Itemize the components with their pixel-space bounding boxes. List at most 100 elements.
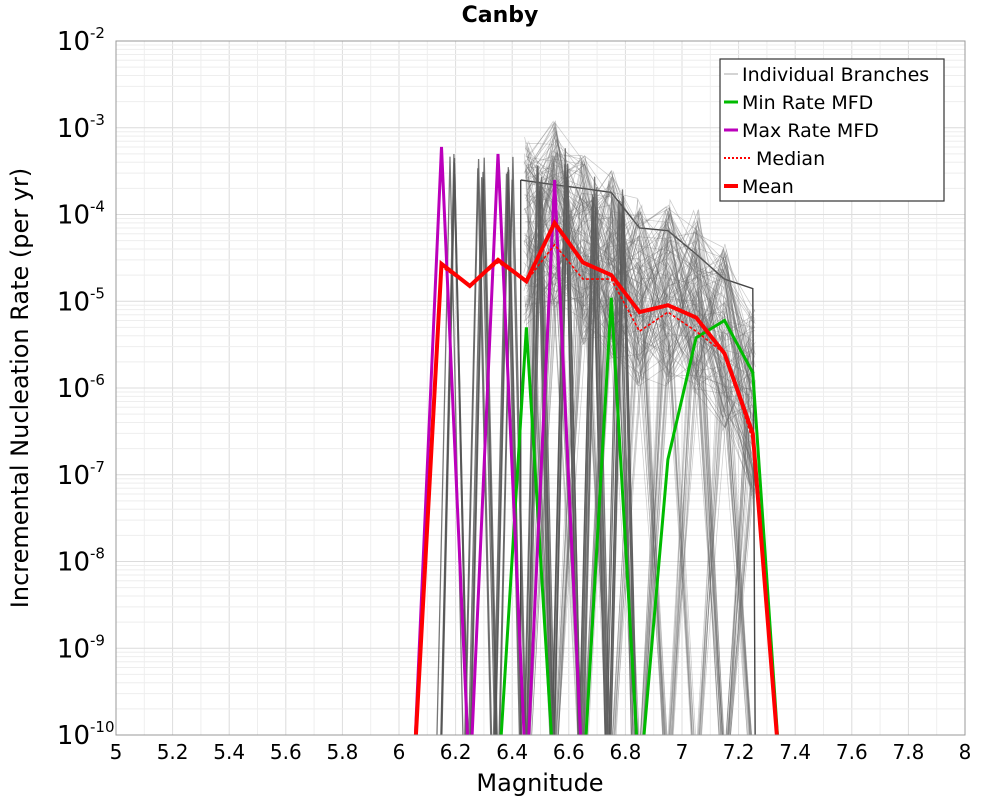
- branch-spike: [525, 190, 553, 735]
- branch-line: [524, 195, 751, 735]
- branch-line: [523, 150, 752, 496]
- branch-line: [525, 168, 752, 735]
- branch-line: [527, 164, 751, 735]
- x-tick-label: 6.8: [609, 740, 641, 764]
- branch-envelope: [520, 179, 756, 735]
- x-tick-label: 7.6: [836, 740, 868, 764]
- branch-line: [523, 123, 754, 384]
- branch-line: [526, 173, 756, 735]
- branch-line: [523, 210, 750, 735]
- branch-line: [527, 147, 755, 493]
- max-rate-mfd-line: [413, 146, 583, 735]
- legend-label-median: Median: [756, 148, 825, 170]
- branch-line: [524, 176, 752, 378]
- branch-line: [525, 155, 752, 418]
- branch-line: [524, 137, 752, 735]
- x-tick-label: 5.4: [213, 740, 245, 764]
- branch-line: [526, 155, 756, 462]
- branch-line: [528, 220, 752, 402]
- branch-line: [525, 199, 755, 735]
- y-tick-exponent: -5: [90, 284, 105, 302]
- x-tick-label: 5.2: [157, 740, 189, 764]
- branch-line: [525, 163, 754, 735]
- branch-line: [526, 261, 751, 735]
- branch-line: [525, 142, 756, 735]
- y-tick-exponent: -4: [90, 198, 105, 216]
- y-tick-exponent: -6: [90, 371, 105, 389]
- branch-line: [528, 230, 754, 735]
- y-tick-label: 10: [57, 374, 90, 404]
- branch-line: [523, 161, 755, 386]
- y-tick-label: 10: [57, 461, 90, 491]
- branch-line: [524, 235, 752, 440]
- branch-spike: [608, 189, 637, 735]
- branch-line: [525, 184, 756, 377]
- branch-line: [528, 208, 755, 735]
- branch-line: [554, 202, 754, 735]
- branch-line: [527, 156, 756, 735]
- legend-label-max: Max Rate MFD: [742, 120, 879, 142]
- branch-line: [528, 162, 754, 389]
- branch-line: [527, 152, 756, 395]
- branch-line: [525, 176, 752, 735]
- y-tick-exponent: -7: [90, 458, 105, 476]
- branch-line: [529, 155, 753, 735]
- legend-box: [719, 58, 945, 202]
- branch-line: [525, 223, 752, 735]
- branch-line: [524, 139, 751, 735]
- branch-line: [524, 165, 756, 735]
- branch-line: [527, 127, 756, 414]
- branch-line: [530, 158, 751, 735]
- branch-spike: [523, 165, 551, 735]
- branch-line: [528, 122, 752, 477]
- branch-line: [526, 181, 749, 735]
- branch-spike: [610, 209, 638, 735]
- branch-line: [526, 247, 751, 735]
- series-lines: [413, 146, 779, 735]
- legend-label-min: Min Rate MFD: [742, 92, 873, 114]
- branch-line: [525, 167, 754, 735]
- branch-line: [526, 163, 754, 396]
- branch-line: [528, 210, 755, 500]
- branch-line: [527, 218, 752, 735]
- x-tick-label: 7.2: [723, 740, 755, 764]
- branch-line: [524, 153, 752, 735]
- branch-line: [526, 130, 754, 735]
- x-tick-label: 5.8: [326, 740, 358, 764]
- branch-line: [527, 120, 756, 735]
- branch-line: [528, 147, 754, 377]
- legend-label-branches: Individual Branches: [742, 64, 929, 86]
- branch-spike: [528, 176, 556, 735]
- branch-line: [531, 243, 753, 735]
- branch-spike: [526, 182, 554, 735]
- legend-label-mean: Mean: [742, 176, 794, 198]
- branch-line: [526, 183, 756, 479]
- y-tick-label: 10: [57, 548, 90, 578]
- branch-spike: [498, 179, 526, 735]
- branch-line: [524, 159, 755, 485]
- branch-spike: [470, 157, 498, 735]
- branch-line: [528, 238, 754, 385]
- branch-line: [526, 142, 752, 735]
- x-tick-label: 7.4: [779, 740, 811, 764]
- branch-line: [526, 238, 755, 394]
- branch-line: [524, 137, 755, 735]
- branch-line: [528, 236, 752, 735]
- branch-line: [524, 204, 754, 367]
- branch-line: [528, 155, 751, 735]
- branch-spike: [441, 172, 469, 735]
- branch-line: [528, 171, 724, 735]
- branch-line: [525, 150, 756, 735]
- branch-spike: [578, 194, 607, 735]
- min-rate-mfd-line: [499, 297, 779, 735]
- branch-line: [527, 156, 751, 458]
- branch-line: [526, 163, 751, 735]
- y-tick-exponent: -10: [90, 718, 115, 736]
- branch-line: [527, 133, 750, 735]
- y-axis-label: Incremental Nucleation Rate (per yr): [6, 168, 34, 608]
- y-tick-label: 10: [57, 114, 90, 144]
- branch-line: [525, 173, 755, 735]
- x-tick-label: 7: [676, 740, 689, 764]
- branch-line: [525, 177, 751, 735]
